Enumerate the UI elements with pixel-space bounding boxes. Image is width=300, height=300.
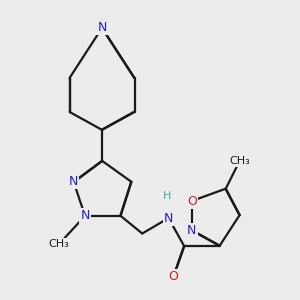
Text: N: N <box>164 212 173 224</box>
Text: N: N <box>187 224 196 237</box>
Text: N: N <box>80 209 90 222</box>
Text: O: O <box>168 270 178 283</box>
Text: CH₃: CH₃ <box>229 156 250 166</box>
Text: H: H <box>163 191 171 201</box>
Text: CH₃: CH₃ <box>48 239 69 249</box>
Text: N: N <box>69 176 78 188</box>
Text: N: N <box>98 21 107 34</box>
Text: O: O <box>187 194 197 208</box>
